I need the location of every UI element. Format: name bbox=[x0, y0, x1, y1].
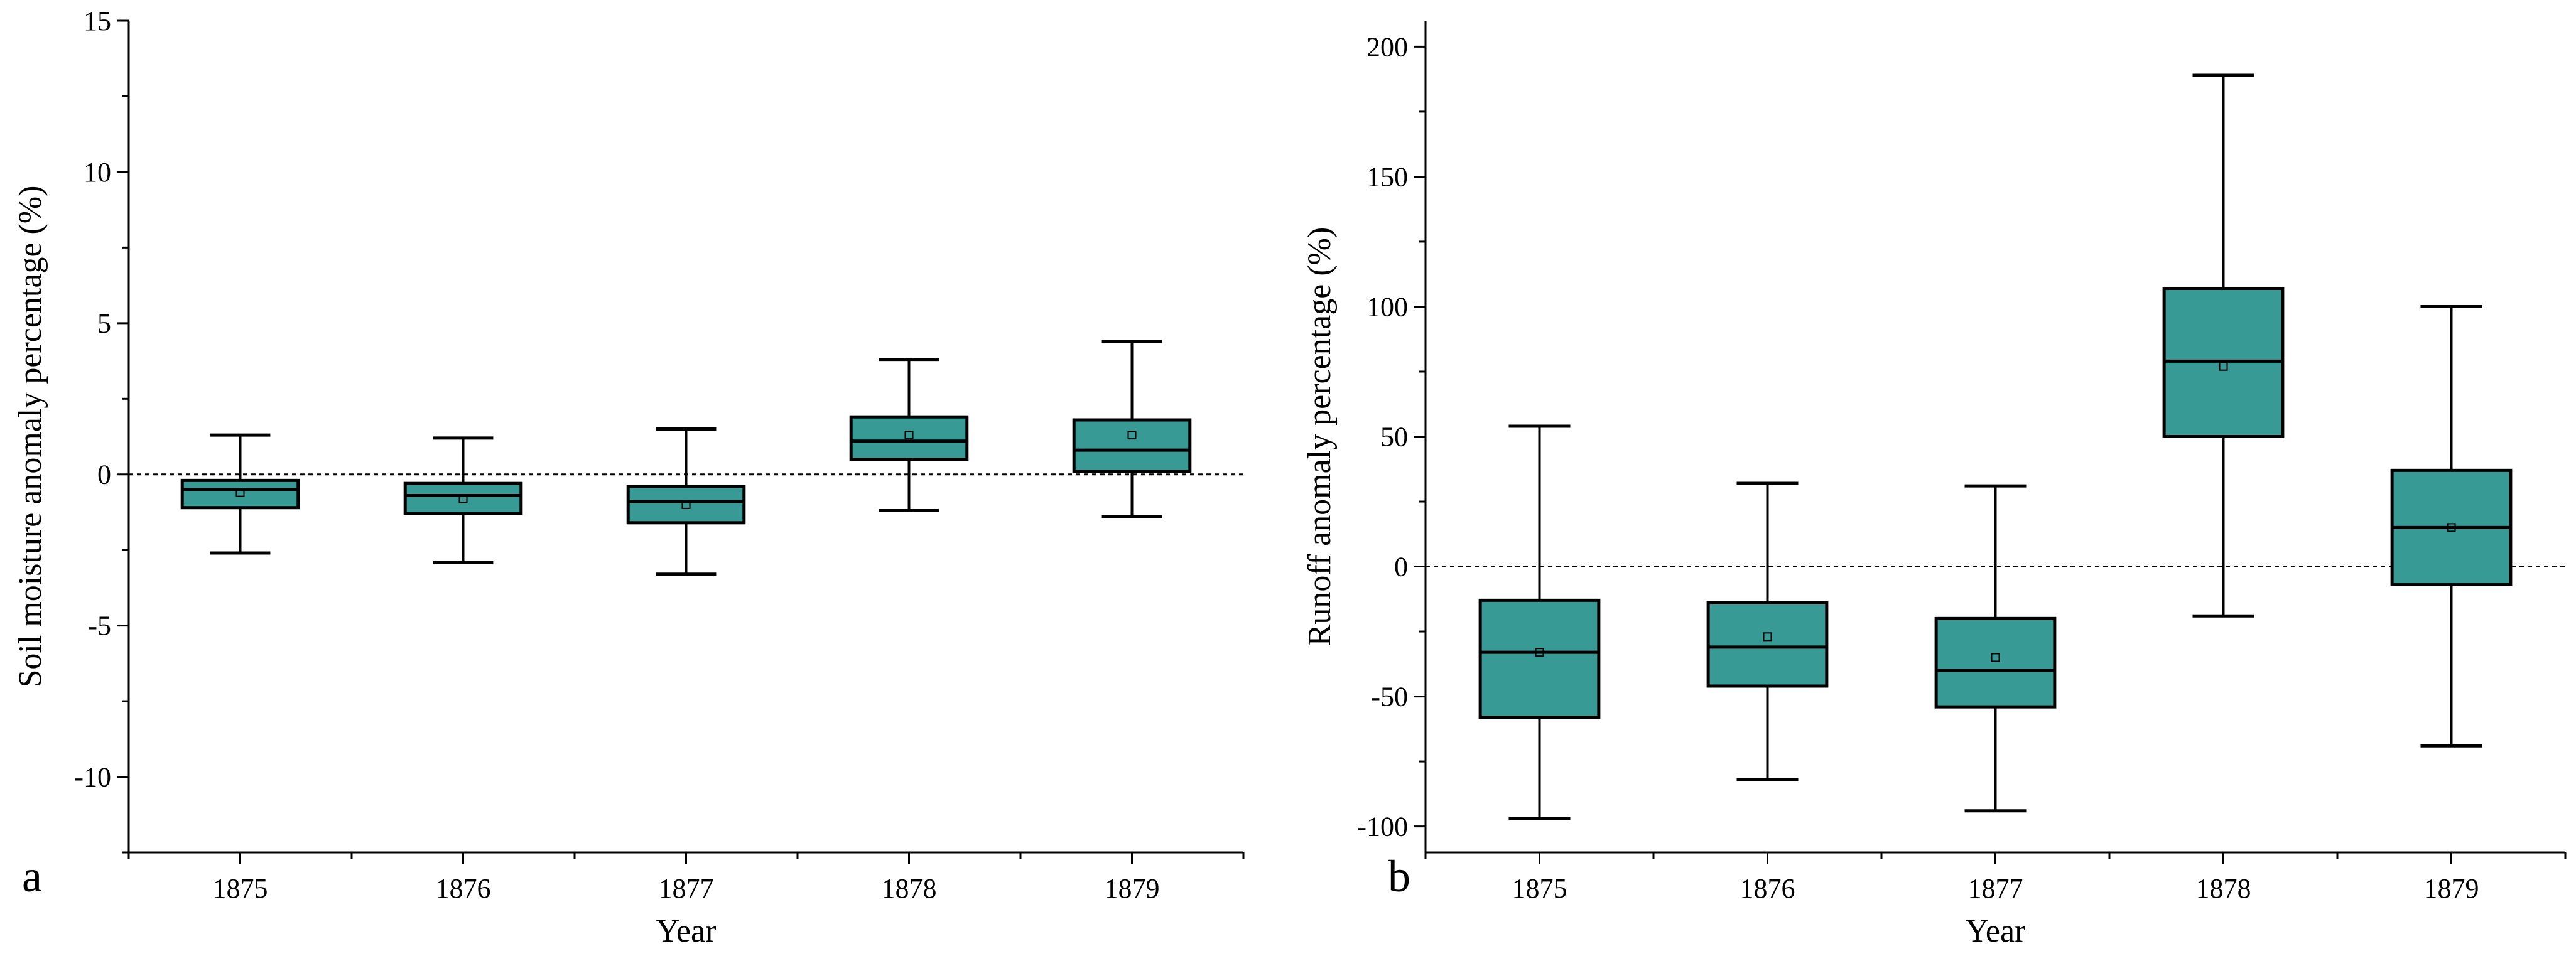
box-1877 bbox=[1934, 484, 2057, 813]
y-tick-label: -100 bbox=[1357, 812, 1408, 842]
x-tick-label: 1875 bbox=[213, 873, 268, 904]
mean-marker bbox=[1127, 431, 1137, 440]
y-axis-title: Soil moisture anomaly percentage (%) bbox=[13, 186, 48, 688]
x-tick-label: 1876 bbox=[1740, 873, 1795, 904]
iqr-box bbox=[1934, 616, 2057, 709]
x-tick-label: 1878 bbox=[882, 873, 937, 904]
x-tick-label: 1878 bbox=[2196, 873, 2251, 904]
iqr-box bbox=[1478, 598, 1601, 719]
box-1876 bbox=[1706, 481, 1829, 781]
y-tick-label: -10 bbox=[74, 762, 111, 793]
box-1876 bbox=[403, 436, 523, 564]
box-1879 bbox=[1072, 340, 1192, 518]
x-tick-label: 1877 bbox=[659, 873, 714, 904]
y-tick-label: 5 bbox=[97, 308, 111, 339]
x-tick-label: 1877 bbox=[1968, 873, 2023, 904]
mean-marker bbox=[235, 488, 245, 497]
iqr-box bbox=[849, 415, 969, 461]
y-tick-label: 0 bbox=[1394, 552, 1408, 583]
mean-marker bbox=[458, 494, 468, 503]
x-axis-title: Year bbox=[1966, 913, 2026, 949]
x-tick-label: 1875 bbox=[1512, 873, 1567, 904]
box-1875 bbox=[180, 433, 300, 555]
y-tick-label: 15 bbox=[84, 6, 111, 36]
y-tick-label: -5 bbox=[88, 611, 111, 642]
y-tick-label: 200 bbox=[1366, 31, 1408, 62]
mean-marker bbox=[681, 500, 691, 509]
box-1875 bbox=[1478, 424, 1601, 820]
iqr-box bbox=[180, 478, 300, 510]
mean-marker bbox=[2447, 523, 2456, 532]
panel-label: b bbox=[1388, 851, 1410, 901]
iqr-box bbox=[403, 481, 523, 515]
mean-marker bbox=[1535, 648, 1544, 657]
y-axis-title: Runoff anomaly percentage (%) bbox=[1302, 227, 1338, 647]
panel-label: a bbox=[22, 851, 42, 901]
iqr-box bbox=[1706, 601, 1829, 688]
y-tick-label: 150 bbox=[1366, 161, 1408, 192]
y-tick-label: -50 bbox=[1371, 682, 1408, 712]
mean-marker bbox=[1991, 653, 2000, 662]
y-tick-label: 10 bbox=[84, 157, 111, 188]
iqr-box bbox=[626, 485, 746, 525]
x-tick-label: 1879 bbox=[1105, 873, 1160, 904]
box-1878 bbox=[849, 358, 969, 513]
y-tick-label: 50 bbox=[1380, 422, 1408, 453]
box-1877 bbox=[626, 427, 746, 576]
mean-marker bbox=[2219, 362, 2228, 371]
x-axis-title: Year bbox=[656, 913, 717, 949]
y-tick-label: 0 bbox=[97, 459, 111, 490]
mean-marker bbox=[1763, 632, 1772, 642]
y-tick-label: 100 bbox=[1366, 291, 1408, 322]
box-1879 bbox=[2390, 304, 2513, 748]
box-1878 bbox=[2162, 73, 2285, 618]
iqr-box bbox=[1072, 418, 1192, 473]
chart-panel-b: -100 -50 0 50 100 150 200 1875 1876 1877 1878 1879 Y… bbox=[1302, 21, 2567, 949]
x-tick-label: 1876 bbox=[436, 873, 491, 904]
x-tick-label: 1879 bbox=[2424, 873, 2479, 904]
mean-marker bbox=[904, 431, 914, 440]
chart-panel-a: -10 -5 0 5 10 15 1875 1876 1877 1878 1879 Year Soil … bbox=[13, 6, 1245, 949]
